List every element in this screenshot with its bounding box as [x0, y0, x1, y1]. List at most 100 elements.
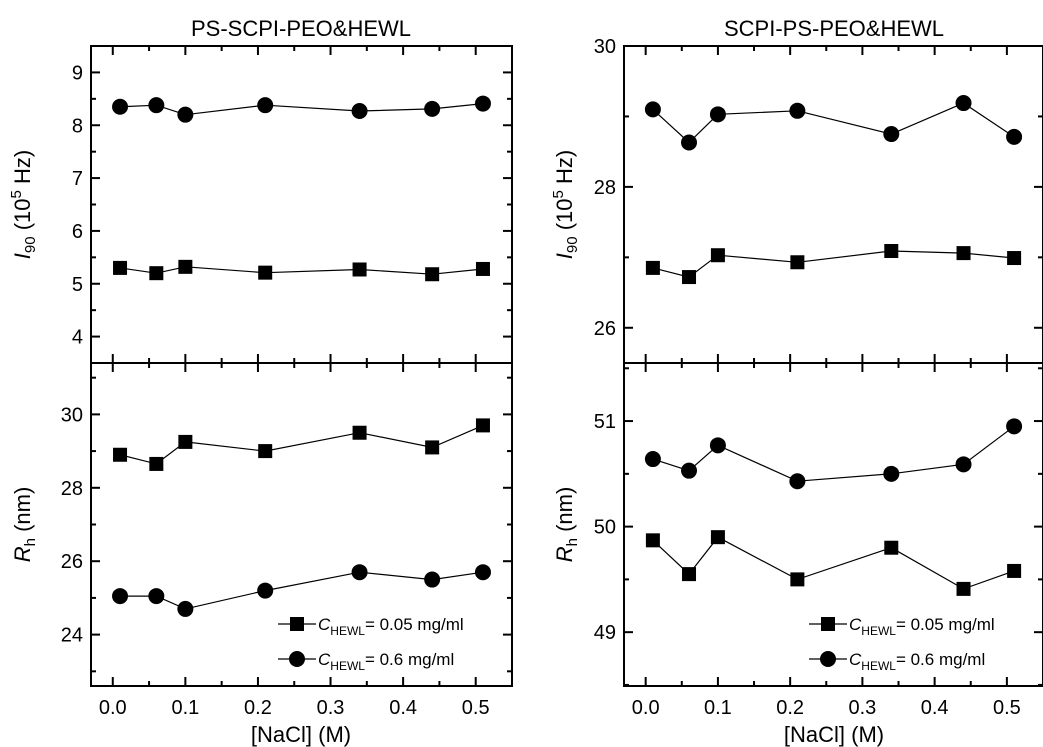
left-bottom-ytick-label: 24 — [61, 625, 83, 647]
right-bottom-panel: 0.0 0.1 0.2 0.3 0.4 0.5 49 50 51 Rh (nm) CHEWL= 0.… — [552, 362, 1043, 719]
right-top-frame — [623, 45, 1043, 364]
right-top-series-0-point — [682, 270, 697, 285]
right-top-ytick-label: 26 — [594, 318, 616, 340]
left-bottom-ytick-label: 30 — [61, 404, 83, 426]
left-top-series-0-point — [113, 260, 128, 275]
left-bottom-series-0-point — [258, 444, 273, 459]
right-bottom-series-1-point — [883, 465, 900, 482]
right-top-series-0-point — [790, 255, 805, 270]
left-bottom-xtick-label: 0.1 — [171, 697, 199, 719]
left-bottom-series-0-point — [352, 425, 367, 440]
right-top-series-0-point — [645, 260, 660, 275]
left-bottom-legend-label: CHEWL= 0.6 mg/ml — [318, 650, 454, 673]
left-top-series-0-point — [178, 259, 193, 274]
left-bottom-xtick-label: 0.3 — [317, 697, 345, 719]
left-bottom-y-axis-label: Rh (nm) — [10, 487, 39, 563]
right-bottom-legend-label: CHEWL= 0.6 mg/ml — [849, 650, 985, 673]
right-top-series-1-point — [709, 106, 726, 123]
left-top-series-0-point — [258, 265, 273, 280]
right-bottom-series-1-point — [955, 456, 972, 473]
right-bottom-series-0-line — [652, 536, 1015, 590]
right-bottom-series-1-point — [644, 451, 661, 468]
right-bottom-xtick-label: 0.3 — [848, 697, 876, 719]
left-bottom-xtick-label: 0.4 — [389, 697, 417, 719]
right-bottom-series-0-point — [956, 581, 971, 596]
left-top-panel: 4 5 6 7 8 9 I90 (105 Hz) — [8, 45, 513, 364]
right-top-series-0-point — [884, 243, 899, 258]
right-bottom-series-0-point — [1007, 563, 1022, 578]
left-top-series-1-point — [177, 106, 194, 123]
right-x-axis-label: [NaCl] (M) — [784, 722, 884, 747]
left-x-axis-label: [NaCl] (M) — [251, 722, 351, 747]
right-top-series-1-point — [681, 134, 698, 151]
right-bottom-series-0-point — [682, 567, 697, 582]
left-bottom-series-1-point — [424, 571, 441, 588]
left-bottom-frame — [90, 362, 513, 687]
right-top-series-0-point — [710, 248, 725, 263]
left-top-ytick-label: 4 — [72, 327, 83, 349]
left-bottom-xtick-label: 0.5 — [462, 697, 490, 719]
right-top-series-0-point — [1007, 251, 1022, 266]
right-bottom-legend-label: CHEWL= 0.05 mg/ml — [849, 615, 995, 638]
left-top-y-axis-label: I90 (105 Hz) — [8, 150, 39, 259]
left-column-title: PS-SCPI-PEO&HEWL — [191, 16, 411, 41]
right-top-panel: 26 28 30 I90 (105 Hz) — [550, 36, 1043, 364]
right-bottom-xtick-label: 0.5 — [993, 697, 1021, 719]
right-top-series-1-point — [883, 126, 900, 143]
left-top-series-1-point — [351, 102, 368, 119]
left-top-series-0-point — [475, 261, 490, 276]
left-bottom-series-0-point — [475, 418, 490, 433]
left-bottom-series-0-point — [425, 440, 440, 455]
right-bottom-series-0-point — [645, 533, 660, 548]
right-bottom-xtick-label: 0.4 — [921, 697, 949, 719]
left-bottom-series-0-point — [149, 456, 164, 471]
right-bottom-series-1-point — [681, 462, 698, 479]
left-bottom-legend-label: CHEWL= 0.05 mg/ml — [318, 615, 464, 638]
left-bottom-ytick-label: 28 — [61, 478, 83, 500]
left-top-series-1-point — [474, 95, 491, 112]
left-bottom-xtick-label: 0.0 — [99, 697, 127, 719]
right-bottom-legend-square-marker — [821, 617, 835, 631]
right-bottom-series-1-line — [652, 425, 1015, 482]
text-layer: PS-SCPI-PEO&HEWL SCPI-PS-PEO&HEWL [NaCl]… — [191, 16, 944, 747]
left-bottom-legend-square-marker — [290, 617, 304, 631]
right-top-series-1-point — [1006, 128, 1023, 145]
left-bottom-series-0-point — [178, 434, 193, 449]
left-top-series-0-point — [352, 262, 367, 277]
left-bottom-xtick-label: 0.2 — [244, 697, 272, 719]
right-bottom-xtick-label: 0.1 — [704, 697, 732, 719]
right-top-series-1-point — [789, 102, 806, 119]
right-top-ytick-label: 30 — [594, 36, 616, 58]
left-top-series-1-point — [424, 100, 441, 117]
right-bottom-legend-circle-marker — [820, 651, 836, 667]
right-bottom-ytick-label: 50 — [594, 517, 616, 539]
panels-layer: 4 5 6 7 8 9 I90 (105 Hz) 0.0 0.1 0.2 0.3 0.4 0.5 24 26… — [8, 36, 1043, 719]
right-bottom-series-1-point — [709, 437, 726, 454]
left-bottom-series-1-point — [177, 600, 194, 617]
left-bottom-ytick-label: 26 — [61, 551, 83, 573]
right-bottom-series-1-point — [1006, 418, 1023, 435]
left-top-ytick-label: 7 — [72, 168, 83, 190]
right-bottom-ytick-label: 49 — [594, 622, 616, 644]
left-bottom-series-1-point — [112, 588, 129, 605]
left-bottom-series-1-point — [257, 582, 274, 599]
right-bottom-xtick-label: 0.0 — [632, 697, 660, 719]
left-bottom-legend-circle-marker — [289, 651, 305, 667]
right-top-ytick-label: 28 — [594, 177, 616, 199]
right-bottom-xtick-label: 0.2 — [776, 697, 804, 719]
right-bottom-y-axis-label: Rh (nm) — [552, 487, 581, 563]
left-top-ytick-label: 5 — [72, 274, 83, 296]
left-top-frame — [90, 45, 513, 364]
right-column-title: SCPI-PS-PEO&HEWL — [724, 16, 944, 41]
left-bottom-panel: 0.0 0.1 0.2 0.3 0.4 0.5 24 26 28 30 Rh (nm) CHEWL= … — [10, 362, 513, 719]
right-bottom-series-0-point — [790, 572, 805, 587]
left-top-series-0-point — [149, 266, 164, 281]
right-top-series-0-point — [956, 246, 971, 261]
left-bottom-series-0-point — [113, 447, 128, 462]
left-bottom-series-1-point — [148, 588, 165, 605]
left-top-series-1-point — [148, 97, 165, 114]
left-top-series-0-point — [425, 267, 440, 282]
left-top-ytick-label: 8 — [72, 115, 83, 137]
right-bottom-series-1-point — [789, 473, 806, 490]
right-top-y-axis-label: I90 (105 Hz) — [550, 150, 581, 259]
